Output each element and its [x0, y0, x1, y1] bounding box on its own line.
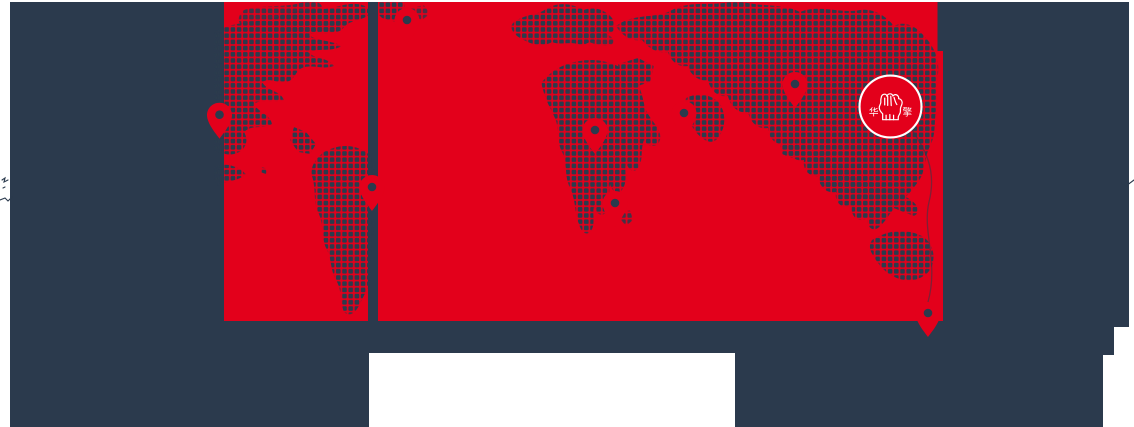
- svg-text:擎: 擎: [902, 107, 912, 119]
- svg-text:华: 华: [869, 107, 879, 119]
